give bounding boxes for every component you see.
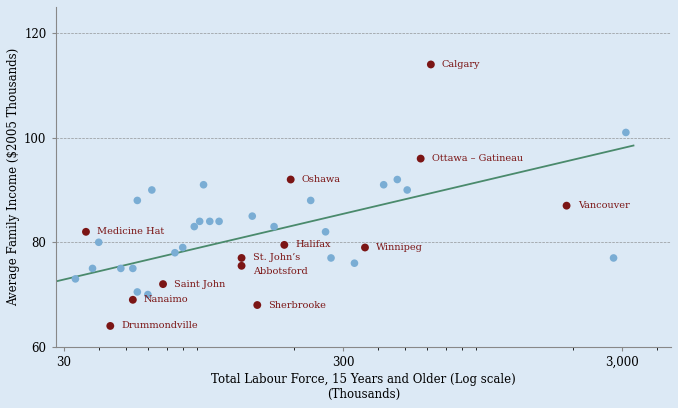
Point — [194, 218, 205, 225]
Text: Vancouver: Vancouver — [578, 201, 629, 210]
Point — [157, 281, 168, 287]
Point — [105, 323, 116, 329]
Point — [127, 297, 138, 303]
Point — [279, 242, 290, 248]
Point — [620, 129, 631, 136]
Point — [142, 291, 153, 298]
Point — [378, 182, 389, 188]
Text: Sherbrooke: Sherbrooke — [268, 301, 326, 310]
Text: Ottawa – Gatineau: Ottawa – Gatineau — [432, 154, 523, 163]
Text: Calgary: Calgary — [442, 60, 481, 69]
Point — [189, 223, 200, 230]
Point — [349, 260, 360, 266]
Point — [132, 289, 143, 295]
Text: Nanaimo: Nanaimo — [144, 295, 188, 304]
Point — [392, 176, 403, 183]
Point — [204, 218, 215, 225]
Point — [146, 187, 157, 193]
Point — [115, 265, 126, 272]
Point — [247, 213, 258, 220]
Point — [178, 244, 188, 251]
Point — [359, 244, 370, 251]
Text: Medicine Hat: Medicine Hat — [97, 227, 164, 236]
Text: Drummondville: Drummondville — [121, 322, 198, 330]
Point — [81, 228, 92, 235]
Point — [252, 302, 262, 308]
Text: Halifax: Halifax — [296, 240, 331, 249]
Text: Winnipeg: Winnipeg — [376, 243, 423, 252]
Point — [87, 265, 98, 272]
Point — [170, 249, 180, 256]
Point — [415, 155, 426, 162]
Point — [325, 255, 336, 261]
Point — [236, 262, 247, 269]
Point — [94, 239, 104, 246]
Text: Oshawa: Oshawa — [302, 175, 341, 184]
Y-axis label: Average Family Income ($2005 Thousands): Average Family Income ($2005 Thousands) — [7, 48, 20, 306]
Point — [320, 228, 331, 235]
X-axis label: Total Labour Force, 15 Years and Older (Log scale)
(Thousands): Total Labour Force, 15 Years and Older (… — [211, 373, 516, 401]
Point — [236, 255, 247, 261]
Point — [132, 197, 143, 204]
Point — [214, 218, 224, 225]
Point — [608, 255, 619, 261]
Point — [305, 197, 316, 204]
Text: Saint John: Saint John — [174, 279, 225, 288]
Point — [127, 265, 138, 272]
Point — [402, 187, 413, 193]
Point — [268, 223, 279, 230]
Point — [561, 202, 572, 209]
Point — [285, 176, 296, 183]
Text: Abbotsford: Abbotsford — [253, 267, 307, 276]
Point — [425, 61, 436, 68]
Point — [70, 276, 81, 282]
Point — [198, 182, 209, 188]
Text: St. John’s: St. John’s — [253, 253, 300, 262]
